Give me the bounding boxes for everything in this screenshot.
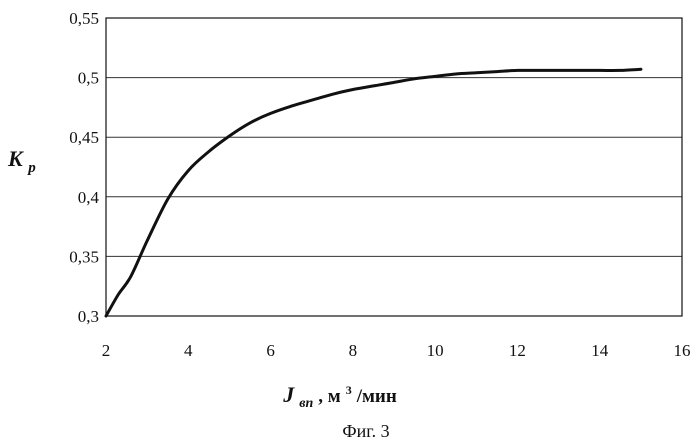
x-tick-label: 4 — [184, 341, 193, 360]
x-axis-title-main: J — [282, 382, 295, 407]
y-tick-label: 0,35 — [69, 247, 99, 266]
x-tick-label: 16 — [674, 341, 691, 360]
y-tick-labels: 0,3 0,35 0,4 0,45 0,5 0,55 — [69, 9, 99, 326]
x-axis-title: J вп , м 3 /мин — [282, 377, 397, 412]
x-tick-labels: 2 4 6 8 10 12 14 16 — [102, 341, 691, 360]
x-axis-title-subscript: вп — [299, 396, 313, 411]
x-tick-label: 8 — [349, 341, 358, 360]
y-tick-label: 0,4 — [78, 188, 100, 207]
x-tick-label: 12 — [509, 341, 526, 360]
x-axis-title-unit-rest: /мин — [356, 386, 397, 407]
series-line — [106, 69, 641, 316]
y-axis-title: K р — [7, 146, 36, 176]
x-axis-title-unit: , м — [318, 386, 341, 407]
x-tick-label: 14 — [591, 341, 609, 360]
series-layer — [106, 69, 641, 316]
x-tick-label: 2 — [102, 341, 111, 360]
figure-caption: Фиг. 3 — [342, 421, 389, 441]
y-tick-label: 0,45 — [69, 128, 99, 147]
y-axis-title-main: K — [7, 146, 24, 171]
y-axis-title-subscript: р — [26, 160, 36, 176]
x-tick-label: 6 — [266, 341, 275, 360]
y-tick-label: 0,55 — [69, 9, 99, 28]
x-axis-title-unit-superscript: 3 — [346, 383, 352, 397]
x-tick-label: 10 — [427, 341, 444, 360]
y-tick-label: 0,3 — [78, 307, 99, 326]
y-tick-label: 0,5 — [78, 69, 99, 88]
